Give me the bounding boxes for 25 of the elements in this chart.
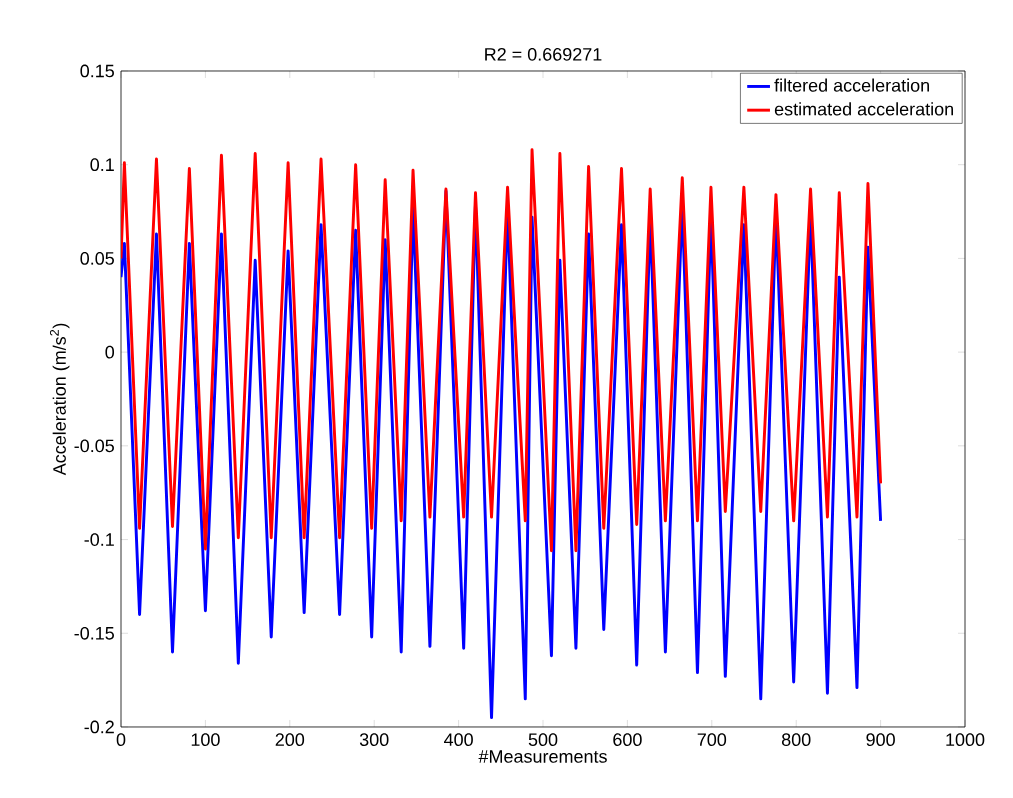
y-tick-label: 0.1 xyxy=(90,158,114,172)
y-tick-label: -0.15 xyxy=(74,626,114,640)
x-tick-label: 500 xyxy=(528,733,558,746)
x-tick-label: 700 xyxy=(697,733,727,746)
x-axis-title: #Measurements xyxy=(478,750,607,763)
y-tick-label: -0.05 xyxy=(74,439,114,453)
chart-title: R2 = 0.669271 xyxy=(485,47,602,61)
x-tick-label: 600 xyxy=(613,733,642,746)
line-series xyxy=(121,148,883,553)
x-tick-label: 1000 xyxy=(946,733,985,746)
legend-label: filtered acceleration xyxy=(774,78,929,92)
y-axis-title: Acceleration (m/s$^{2}$) xyxy=(49,323,70,476)
y-tick-label: 0.05 xyxy=(80,252,114,265)
x-tick-label: 800 xyxy=(781,733,811,746)
y-tick-label: -0.1 xyxy=(84,533,114,546)
x-tick-label: 400 xyxy=(444,733,473,746)
y-tick-label: 0 xyxy=(105,345,115,359)
x-tick-label: 900 xyxy=(866,733,895,746)
x-tick-label: 100 xyxy=(191,733,220,746)
x-tick-label: 300 xyxy=(359,733,389,746)
legend-label: estimated acceleration xyxy=(774,102,953,116)
y-tick-label: -0.2 xyxy=(84,720,114,734)
x-tick-label: 200 xyxy=(275,733,305,746)
y-tick-label: 0.15 xyxy=(80,64,114,78)
x-tick-label: 0 xyxy=(116,733,126,746)
